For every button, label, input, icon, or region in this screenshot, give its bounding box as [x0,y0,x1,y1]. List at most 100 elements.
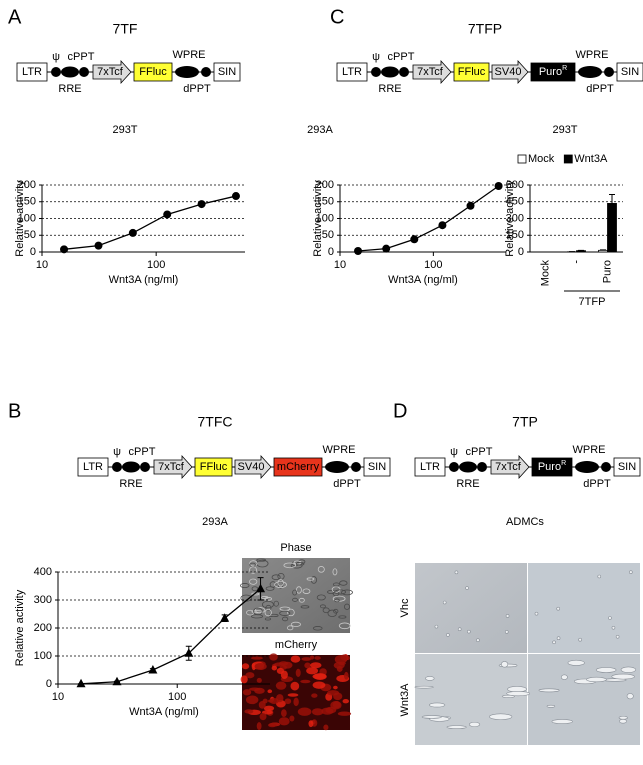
cell [261,596,269,599]
cassette [273,457,323,477]
cell [244,709,254,714]
cell [332,568,338,576]
cell [250,656,263,660]
y-tick-label: 600 [506,179,524,191]
wpre [578,66,602,78]
y-tick-label: 0 [46,678,52,690]
legend-swatch [517,154,527,164]
cell [249,560,258,567]
construct-title: 7TFP [468,21,502,37]
bar [598,249,608,253]
cell [556,636,561,640]
element-dot [201,67,211,77]
rre [381,66,399,78]
cell [414,685,434,689]
y-tick-label: 150 [316,196,334,208]
element-label: SV40 [238,461,265,473]
cell [620,666,637,673]
panel-letter: A [8,6,22,28]
y-tick-label: 300 [506,212,524,224]
cell [274,581,287,589]
cell [446,633,450,637]
element-label: 7xTcf [495,461,522,473]
y-tick-label: 400 [34,566,52,578]
x-axis-label: Wnt3A (ng/ml) [129,706,199,718]
cell [312,673,327,680]
cell [322,607,330,614]
cell [333,608,339,614]
cell [615,634,620,639]
cell [297,707,312,716]
cell [275,681,287,690]
element-dot [477,462,487,472]
element-dot [601,462,611,472]
element-label: ψ [450,446,458,458]
cell [337,711,352,716]
cell [457,627,462,632]
element-dot [449,462,459,472]
cell [500,661,509,668]
sin-box [613,457,641,477]
element-label: LTR [83,461,103,473]
data-point [231,192,240,201]
cassette [453,62,490,82]
cell [321,707,334,715]
group-label: 7TFP [579,296,606,308]
data-point [354,246,363,255]
cell [271,574,281,581]
cell [295,668,301,677]
element-dot [51,67,61,77]
cell [476,638,480,642]
cell [567,659,585,666]
legend-label: Mock [528,153,555,165]
cell [556,606,560,611]
element-label: WPRE [573,444,606,456]
promoter-arrow [92,59,132,85]
x-axis-label: Wnt3A (ng/ml) [388,274,458,286]
cell [301,657,312,661]
cell [268,723,277,728]
element-label: WPRE [173,49,206,61]
cell [292,589,298,596]
cassette [530,62,576,82]
cell [264,617,271,621]
cell [334,589,347,595]
y-tick-label: 200 [18,179,36,191]
cell [306,577,315,581]
cell [245,672,255,679]
element-label: dPPT [583,478,611,490]
y-tick-label: 50 [322,229,334,241]
element-label: FFluc [458,66,486,78]
sin-box [616,62,643,82]
cell [283,562,297,569]
ltr-box [16,62,48,82]
promoter-arrow [234,454,272,480]
cell [256,558,267,562]
element-label: cPPT [68,51,95,63]
element-label: WPRE [323,444,356,456]
cell [442,600,447,605]
data-point [163,210,172,219]
element-label: LTR [342,66,362,78]
cell [249,578,258,585]
cell [290,621,301,627]
cell [259,713,267,721]
cell [323,724,329,731]
data-line [357,185,499,252]
data-point [220,613,230,622]
micrograph [415,563,527,653]
legend-label: Wnt3A [574,153,608,165]
cell [534,611,539,616]
y-tick-label: 150 [506,229,524,241]
y-tick-label: 50 [24,229,36,241]
cell [269,698,279,704]
cell [281,709,287,718]
element-label: SIN [618,461,636,473]
cell [327,690,340,696]
cell [287,693,299,697]
cell [287,608,295,617]
cell [242,689,252,696]
